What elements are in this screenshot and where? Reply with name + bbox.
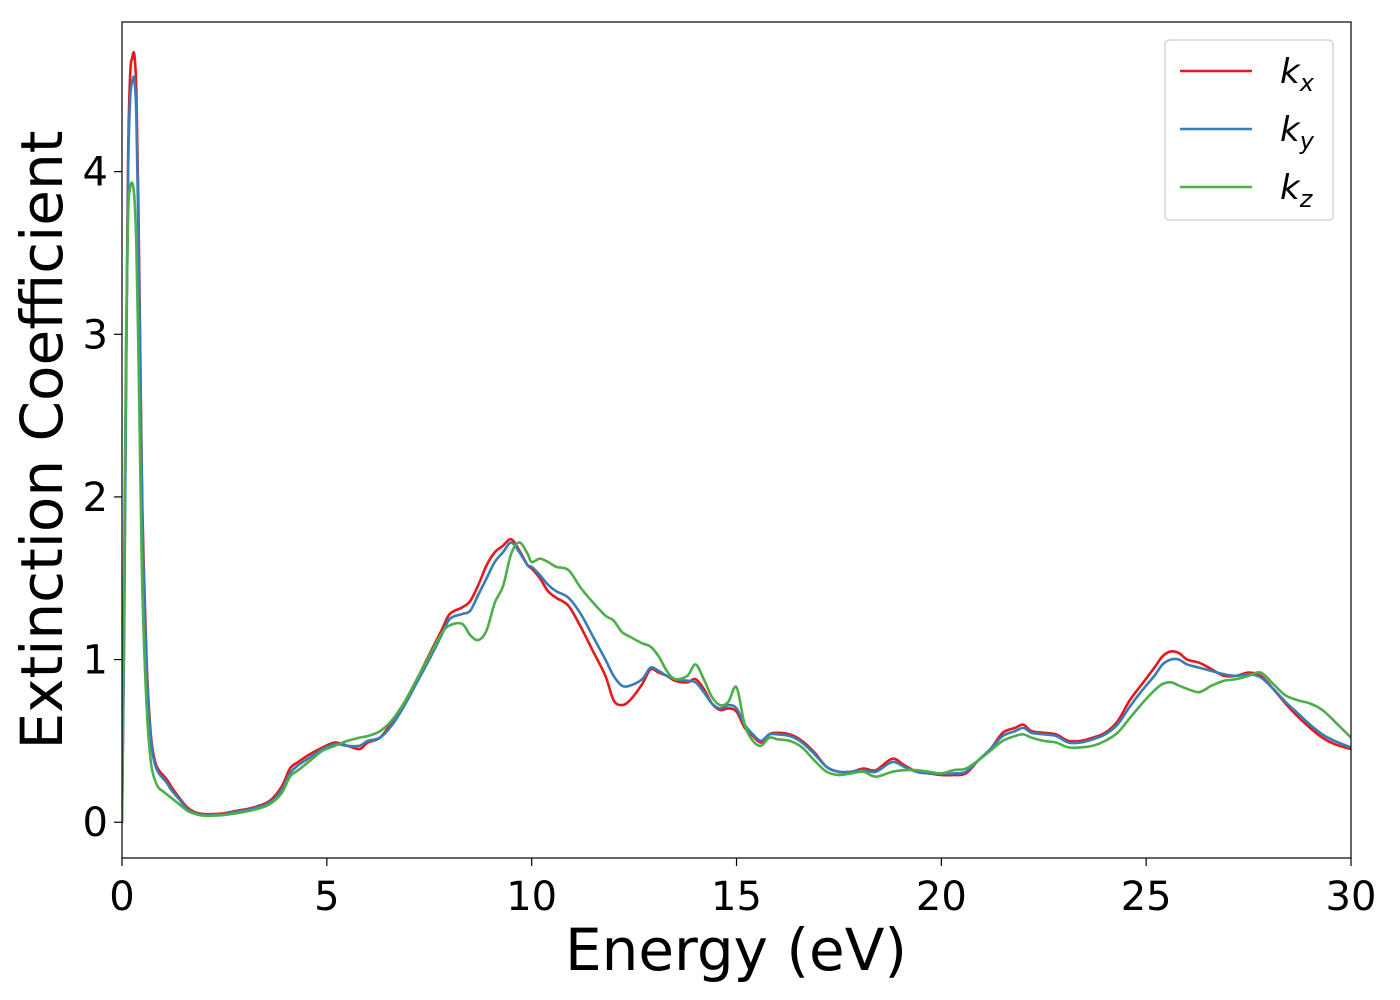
y-tick-label: 0 [83, 800, 108, 846]
series-layer [122, 50, 1351, 824]
x-axis-ticks: 0 5 10 15 20 25 30 [109, 858, 1376, 920]
y-tick-label: 2 [83, 475, 108, 521]
x-axis-title: Energy (eV) [565, 916, 907, 984]
y-axis-title: Extinction Coefficient [8, 131, 76, 750]
y-tick-label: 4 [83, 150, 108, 196]
legend-label-ky: ky [1280, 110, 1315, 155]
series-line-kx [122, 50, 1351, 824]
series-line-kz [122, 181, 1351, 824]
x-tick-label: 5 [314, 874, 339, 920]
x-tick-label: 0 [109, 874, 134, 920]
x-tick-label: 15 [711, 874, 762, 920]
y-tick-label: 3 [83, 312, 108, 358]
x-tick-label: 30 [1326, 874, 1377, 920]
series-line-ky [122, 75, 1351, 824]
x-tick-label: 10 [506, 874, 557, 920]
x-tick-label: 25 [1121, 874, 1172, 920]
y-tick-label: 1 [83, 638, 108, 684]
legend-label-kx: kx [1280, 52, 1315, 97]
x-tick-label: 20 [916, 874, 967, 920]
y-axis-ticks: 0 1 2 3 4 [83, 150, 122, 846]
